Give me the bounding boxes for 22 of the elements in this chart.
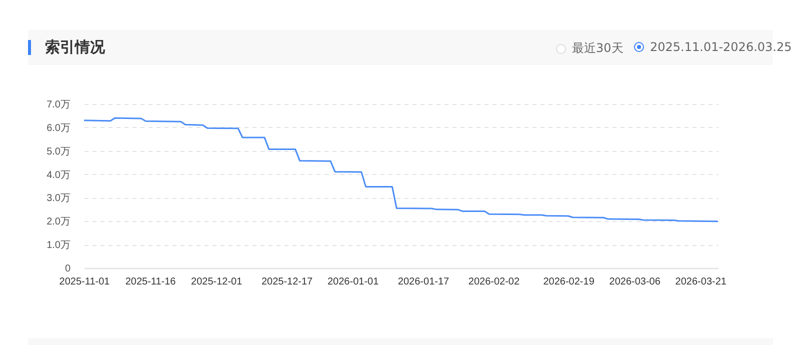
x-tick-label: 2026-01-01 <box>327 276 380 288</box>
y-tick-label: 4.0万 <box>46 170 70 181</box>
y-tick-label: 2.0万 <box>46 216 70 228</box>
text: 2025.11.01-2026.03.25 <box>650 40 792 54</box>
y-tick-label: 6.0万 <box>46 122 70 134</box>
y-tick-label: 1.0万 <box>46 240 70 252</box>
x-tick-label: 2025-11-16 <box>125 276 176 288</box>
y-tick-label: 3.0万 <box>46 193 70 204</box>
chart-title: 索引情况 <box>45 38 105 57</box>
x-tick-label: 2025-11-01 <box>59 276 110 288</box>
x-tick-label: 2026-02-19 <box>543 276 595 288</box>
x-tick-label: 2026-03-06 <box>609 276 661 288</box>
y-tick-label: 0 <box>64 264 71 274</box>
x-tick-label: 2026-01-17 <box>398 276 450 288</box>
line-series <box>84 117 718 222</box>
x-tick-label: 2025-12-17 <box>261 276 314 288</box>
y-tick-label: 5.0万 <box>46 146 70 158</box>
text: 最近30天 <box>572 40 624 57</box>
x-tick-label: 2026-03-21 <box>675 276 727 288</box>
y-tick-label: 7.0万 <box>46 100 70 110</box>
x-tick-label: 2026-02-02 <box>468 276 520 288</box>
x-tick-label: 2025-12-01 <box>191 276 243 288</box>
